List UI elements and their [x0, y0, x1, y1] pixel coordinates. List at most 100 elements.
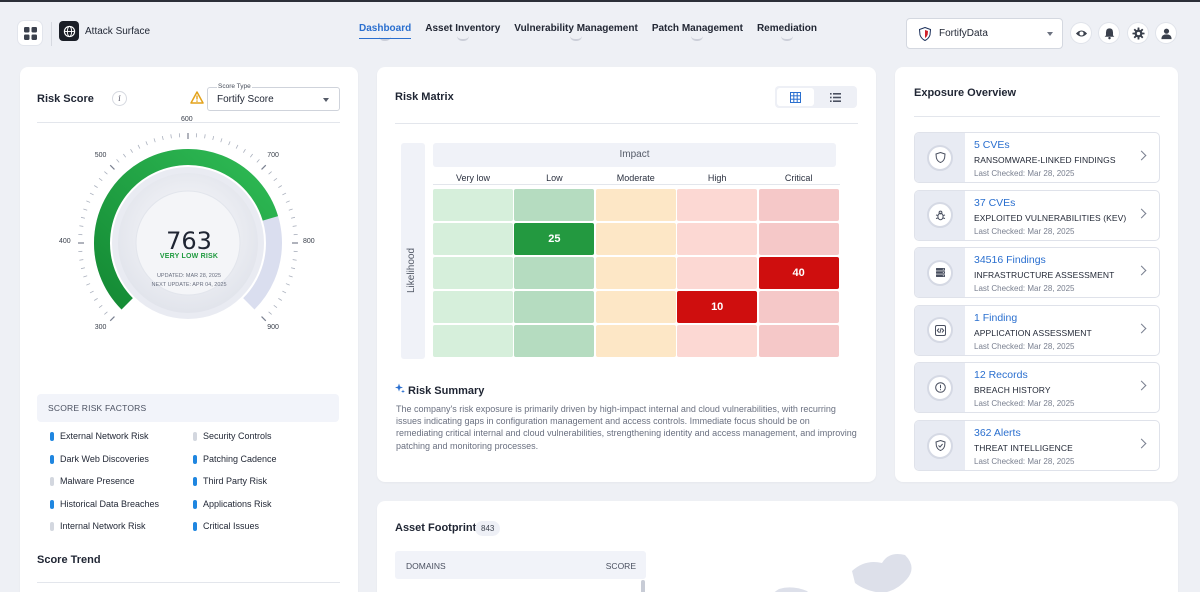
impact-column-header: Critical — [784, 173, 813, 183]
risk-factor-item[interactable]: Third Party Risk — [193, 476, 267, 486]
sparkle-icon — [395, 383, 405, 393]
scrollbar[interactable] — [641, 580, 645, 592]
exposure-count[interactable]: 34516 Findings — [974, 254, 1046, 267]
risk-matrix-card: Risk Matrix Likelihood Impact Very low Lo… — [377, 67, 876, 482]
risk-factor-item[interactable]: Security Controls — [193, 431, 272, 441]
world-map[interactable] — [757, 541, 1057, 592]
column-header-score[interactable]: SCORE — [605, 561, 636, 571]
gauge-tick — [109, 316, 115, 322]
gauge-tick — [153, 138, 156, 143]
risk-factor-item[interactable]: Patching Cadence — [193, 454, 277, 464]
gauge-tick — [83, 275, 88, 278]
nav-item-vulnerability-management[interactable]: Vulnerability Management — [507, 21, 645, 41]
list-view-button[interactable] — [817, 88, 854, 106]
view-button[interactable] — [1071, 23, 1091, 43]
app-brand[interactable]: Attack Surface — [59, 21, 150, 41]
exposure-last-checked: Last Checked: Mar 28, 2025 — [974, 284, 1075, 294]
risk-summary-title: Risk Summary — [408, 385, 485, 397]
matrix-cell[interactable]: 40 — [758, 257, 839, 289]
chevron-right-icon[interactable] — [1136, 380, 1147, 391]
matrix-cell — [514, 189, 595, 221]
app-name: Attack Surface — [85, 25, 151, 37]
gauge-tick — [228, 141, 231, 146]
eye-icon — [1075, 29, 1087, 37]
gauge-tick — [123, 153, 127, 158]
matrix-cell — [758, 291, 839, 323]
exposure-count[interactable]: 5 CVEs — [974, 139, 1010, 151]
nav-item-patch-management[interactable]: Patch Management — [645, 21, 750, 41]
exposure-count[interactable]: 362 Alerts — [974, 427, 1021, 439]
risk-factor-item[interactable]: Critical Issues — [193, 521, 259, 531]
gauge-tick — [98, 304, 103, 308]
matrix-cell — [595, 291, 676, 323]
user-menu-button[interactable] — [1156, 23, 1176, 43]
apps-menu-button[interactable] — [18, 21, 42, 45]
nav-item-remediation[interactable]: Remediation — [750, 21, 824, 41]
exposure-name: INFRASTRUCTURE ASSESSMENT — [974, 270, 1115, 281]
exposure-item[interactable]: 37 CVEs EXPLOITED VULNERABILITIES (KEV) La… — [914, 189, 1160, 241]
matrix-cell — [514, 291, 595, 323]
exposure-count[interactable]: 12 Records — [974, 369, 1028, 382]
exposure-count[interactable]: 37 CVEs — [974, 196, 1016, 209]
chevron-right-icon[interactable] — [1136, 323, 1147, 334]
main-nav: Dashboard Asset Inventory Vulnerability Ma… — [352, 21, 824, 41]
gauge-tick — [290, 267, 296, 270]
risk-factor-item[interactable]: Internal Network Risk — [50, 521, 146, 531]
matrix-cell — [758, 223, 839, 255]
gauge-tick — [282, 290, 287, 294]
gauge-tick — [83, 208, 88, 211]
impact-column-header: High — [707, 173, 727, 183]
list-icon — [830, 92, 841, 102]
risk-factor-item[interactable]: Dark Web Discoveries — [50, 454, 149, 464]
chevron-right-icon[interactable] — [1136, 265, 1147, 276]
risk-factor-item[interactable]: Historical Data Breaches — [50, 499, 159, 509]
matrix-cell — [758, 189, 839, 221]
exposure-item[interactable]: 5 CVEs RANSOMWARE-LINKED FINDINGS Last Che… — [914, 132, 1160, 183]
nav-item-asset-inventory[interactable]: Asset Inventory — [418, 21, 507, 41]
info-icon[interactable]: i — [112, 91, 127, 106]
exposure-icon-box — [915, 133, 965, 182]
notifications-button[interactable] — [1099, 23, 1119, 43]
matrix-cell[interactable]: 10 — [677, 291, 758, 323]
risk-score-title: Risk Score — [37, 93, 94, 105]
risk-factor-item[interactable]: Applications Risk — [193, 499, 272, 509]
exposure-last-checked: Last Checked: Mar 28, 2025 — [974, 169, 1075, 178]
chevron-right-icon[interactable] — [1136, 438, 1147, 449]
fortify-logo-icon — [919, 26, 931, 41]
org-select[interactable]: FortifyData — [906, 18, 1063, 49]
alert-circle-icon — [927, 374, 953, 401]
score-type-value: Fortify Score — [217, 94, 274, 105]
exposure-count[interactable]: 1 Finding — [974, 311, 1018, 324]
chevron-right-icon[interactable] — [1136, 208, 1147, 219]
exposure-item[interactable]: 12 Records BREACH HISTORY Last Checked: Ma… — [914, 362, 1160, 414]
settings-button[interactable] — [1128, 23, 1148, 43]
divider — [914, 116, 1160, 117]
risk-factor-item[interactable]: Malware Presence — [50, 476, 135, 486]
gauge-tick — [89, 192, 94, 196]
matrix-cell — [677, 223, 758, 255]
risk-factor-item[interactable]: External Network Risk — [50, 431, 149, 441]
header-underline — [433, 184, 840, 185]
matrix-cell — [433, 325, 513, 357]
matrix-cell — [758, 325, 839, 357]
gauge-tick-label: 700 — [267, 151, 279, 159]
gauge-tick — [268, 311, 272, 315]
nav-item-dashboard[interactable]: Dashboard — [352, 21, 418, 41]
score-gauge — [78, 133, 298, 322]
score-type-select[interactable]: Score Type Fortify Score — [207, 83, 340, 111]
exposure-item[interactable]: 1 Finding APPLICATION ASSESSMENT Last Chec… — [914, 304, 1160, 356]
exposure-item[interactable]: 34516 Findings INFRASTRUCTURE ASSESSMENT L… — [914, 247, 1160, 299]
gear-icon — [1131, 26, 1145, 40]
exposure-name: APPLICATION ASSESSMENT — [974, 327, 1092, 338]
column-header-domains[interactable]: DOMAINS — [406, 561, 446, 571]
gauge-tick — [130, 149, 133, 153]
grid-view-button[interactable] — [777, 88, 814, 106]
asset-footprint-title: Asset Footprint — [395, 522, 477, 534]
gauge-tick — [104, 171, 108, 175]
gauge-tick — [256, 159, 260, 163]
exposure-item[interactable]: 362 Alerts THREAT INTELLIGENCE Last Checke… — [914, 420, 1160, 471]
server-icon — [927, 259, 953, 286]
gauge-tick — [249, 153, 253, 158]
chevron-right-icon[interactable] — [1136, 150, 1147, 161]
matrix-cell[interactable]: 25 — [514, 223, 595, 255]
